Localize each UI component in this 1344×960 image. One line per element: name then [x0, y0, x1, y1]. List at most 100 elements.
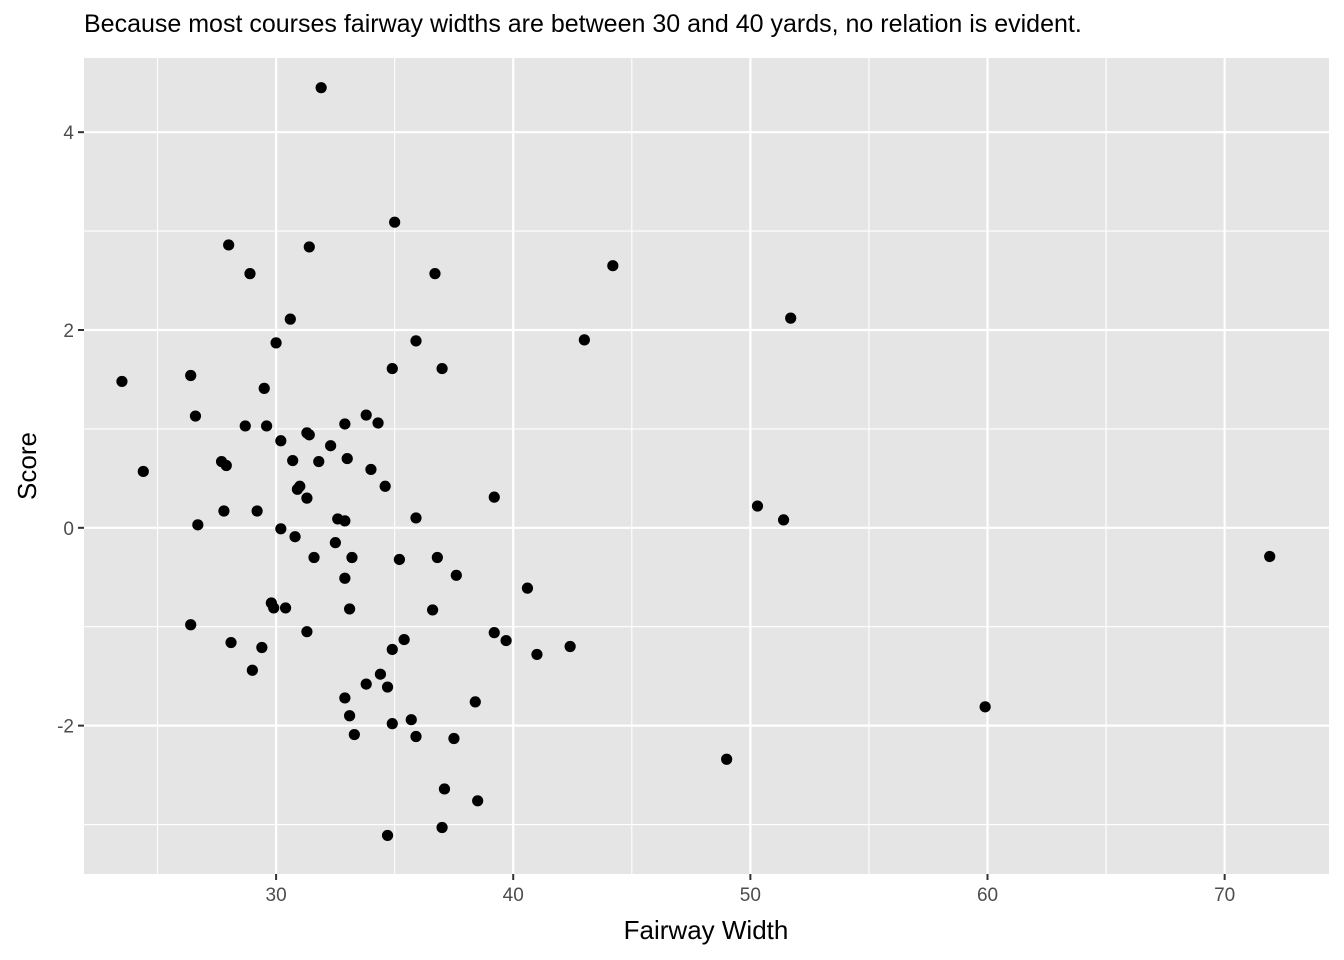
chart-title: Because most courses fairway widths are …: [84, 10, 1082, 38]
data-point: [448, 732, 460, 745]
data-point: [410, 512, 422, 524]
data-point: [379, 480, 391, 492]
data-point: [339, 515, 351, 527]
data-point: [256, 641, 268, 654]
data-point: [1264, 550, 1276, 563]
data-point: [389, 216, 401, 228]
major-grid: [84, 58, 1329, 874]
data-point: [279, 602, 292, 614]
data-point: [386, 718, 398, 730]
data-point: [531, 648, 543, 661]
data-point: [185, 369, 197, 382]
data-point: [785, 312, 797, 324]
data-point: [315, 82, 327, 94]
data-point: [348, 728, 360, 741]
y-tick-label: 0: [63, 519, 74, 540]
data-point: [341, 452, 353, 465]
data-point: [301, 626, 313, 638]
data-point: [564, 640, 576, 653]
data-point: [223, 239, 235, 251]
data-point: [244, 268, 256, 280]
data-point: [185, 619, 197, 631]
x-tick-label: 30: [266, 885, 287, 906]
data-point: [258, 382, 270, 394]
data-point: [360, 678, 372, 690]
x-axis-title: Fairway Width: [624, 915, 789, 945]
data-point: [488, 627, 500, 639]
data-point: [239, 420, 251, 432]
minor-grid: [84, 58, 1329, 874]
data-point: [116, 375, 128, 388]
data-point: [192, 519, 204, 531]
data-point: [246, 664, 258, 676]
x-tick-label: 70: [1214, 885, 1235, 906]
data-point: [427, 604, 439, 616]
data-point: [381, 829, 394, 842]
data-point: [410, 730, 422, 743]
data-point: [488, 491, 500, 503]
data-point: [339, 692, 351, 704]
y-axis-title: Score: [12, 432, 42, 500]
data-point: [301, 492, 313, 504]
data-point: [225, 636, 237, 649]
x-tick-label: 60: [977, 885, 998, 906]
data-point: [979, 701, 991, 713]
data-point: [436, 362, 448, 375]
data-point: [268, 602, 280, 614]
data-point: [438, 783, 451, 795]
data-point: [472, 795, 484, 807]
data-point: [393, 553, 405, 566]
data-point: [270, 337, 282, 349]
data-point: [429, 268, 441, 280]
data-point: [398, 633, 410, 646]
y-tick-label: 2: [63, 321, 74, 342]
data-point: [365, 463, 377, 476]
data-point: [308, 551, 320, 564]
data-point: [372, 417, 384, 429]
data-point: [469, 696, 481, 708]
data-point: [405, 714, 417, 726]
data-point: [220, 459, 232, 472]
data-point: [218, 505, 230, 517]
data-point: [360, 409, 372, 421]
data-point: [381, 681, 394, 693]
plot-panel: [84, 58, 1329, 874]
data-point: [339, 418, 351, 430]
data-point: [578, 334, 590, 346]
data-point: [521, 582, 534, 594]
y-tick-label: 4: [63, 123, 74, 144]
data-points: [116, 82, 1276, 842]
x-tick-label: 40: [503, 885, 524, 906]
data-point: [344, 603, 356, 615]
data-point: [386, 362, 398, 375]
data-point: [436, 821, 448, 834]
data-point: [275, 523, 287, 535]
data-point: [289, 531, 301, 543]
data-point: [303, 429, 315, 441]
data-point: [410, 335, 422, 347]
data-point: [294, 480, 306, 492]
x-tick-label: 50: [740, 885, 761, 906]
data-point: [344, 710, 356, 722]
data-point: [339, 572, 351, 584]
data-point: [287, 454, 299, 467]
x-axis: 30 40 50 60 70: [266, 874, 1235, 906]
y-axis: -2 0 2 4: [57, 123, 84, 738]
data-point: [325, 440, 337, 452]
data-point: [500, 634, 512, 647]
data-point: [374, 668, 387, 680]
data-point: [386, 643, 398, 656]
data-point: [431, 551, 443, 564]
data-point: [284, 313, 296, 325]
data-point: [303, 241, 315, 253]
data-point: [275, 435, 287, 447]
data-point: [607, 260, 619, 272]
data-point: [313, 455, 325, 468]
data-point: [777, 514, 790, 526]
data-point: [346, 551, 358, 564]
data-point: [137, 465, 149, 478]
data-point: [329, 537, 341, 549]
data-point: [450, 569, 462, 581]
data-point: [261, 420, 273, 432]
